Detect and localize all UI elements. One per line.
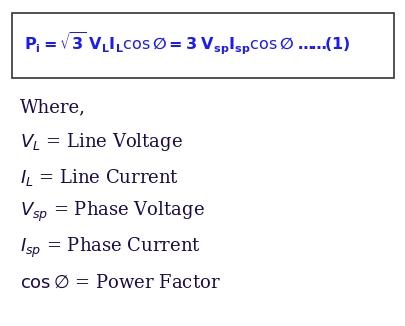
Text: $V_L$ = Line Voltage: $V_L$ = Line Voltage — [20, 131, 183, 153]
Text: $I_L$ = Line Current: $I_L$ = Line Current — [20, 167, 179, 187]
Text: $\mathbf{P_i = \sqrt{3}\; V_L I_L \cos \varnothing = 3\; V_{sp} I_{sp} \cos \var: $\mathbf{P_i = \sqrt{3}\; V_L I_L \cos \… — [24, 31, 350, 57]
Text: Where,: Where, — [20, 98, 86, 117]
Text: $I_{sp}$ = Phase Current: $I_{sp}$ = Phase Current — [20, 235, 201, 259]
Text: $\cos \varnothing$ = Power Factor: $\cos \varnothing$ = Power Factor — [20, 274, 220, 292]
Bar — [12, 13, 393, 78]
Text: $V_{sp}$ = Phase Voltage: $V_{sp}$ = Phase Voltage — [20, 200, 205, 224]
